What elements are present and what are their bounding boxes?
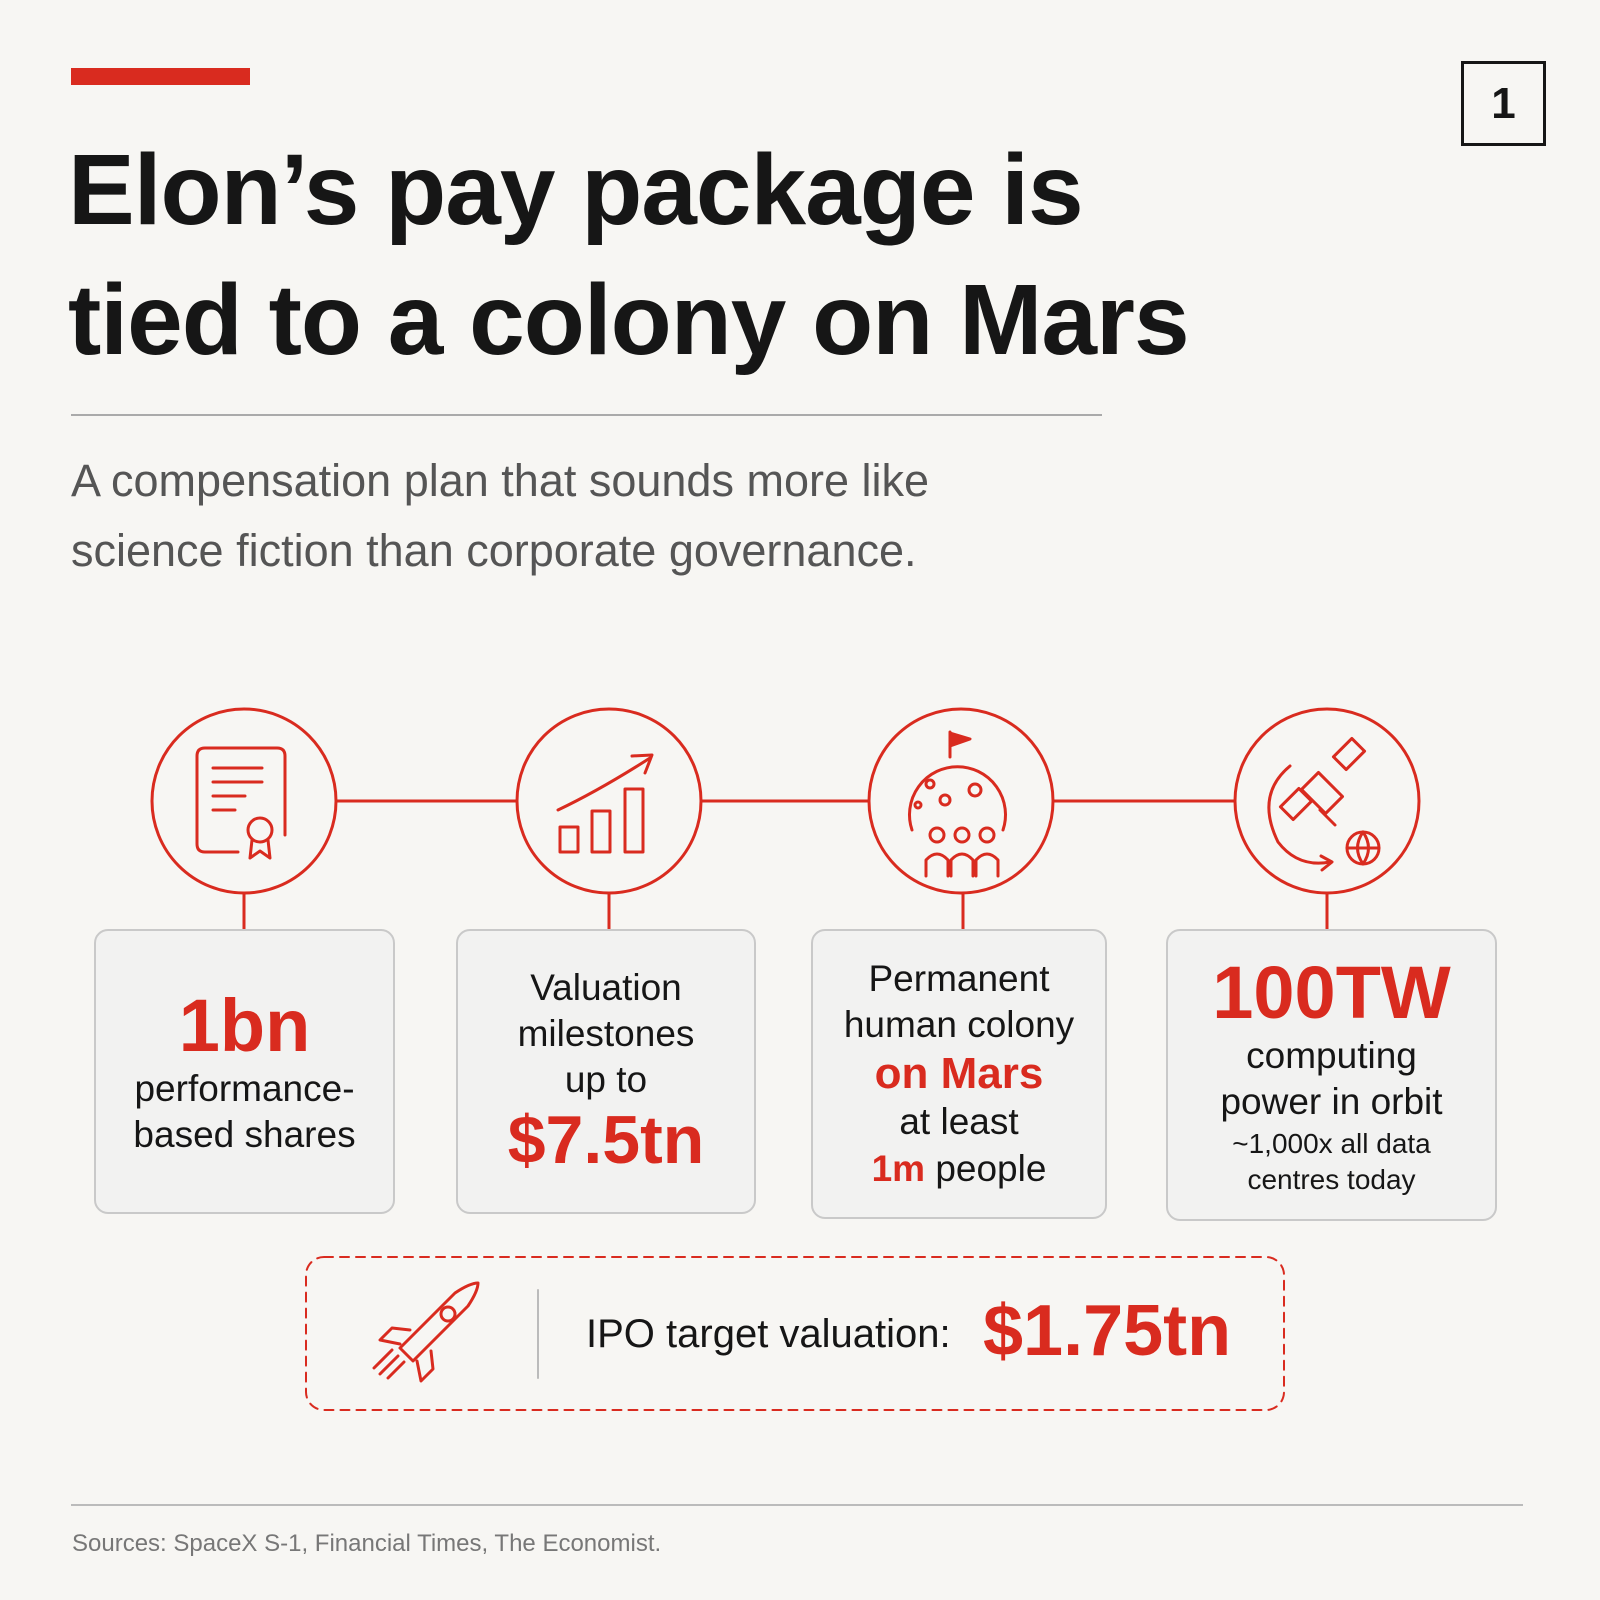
growth-icon <box>556 753 654 854</box>
colony-icon <box>908 730 1007 878</box>
satellite-icon <box>1267 736 1381 872</box>
card-line: at least <box>899 1101 1019 1143</box>
title-line: tied to a colony on Mars <box>68 264 1190 376</box>
page-number: 1 <box>1461 61 1546 146</box>
divider <box>71 414 1102 416</box>
card-highlight: 1bn <box>178 983 311 1067</box>
card-line: up to <box>564 1059 648 1101</box>
subtitle-line: science fiction than corporate governanc… <box>71 525 917 576</box>
card: 1bn performance- based shares <box>94 929 395 1214</box>
divider <box>71 1504 1523 1506</box>
card-line: based shares <box>133 1114 356 1156</box>
icon-circle <box>867 707 1055 895</box>
ipo-box <box>305 1256 1285 1411</box>
icon-circle <box>515 707 703 895</box>
ipo-label: IPO target valuation: <box>586 1312 951 1356</box>
card-line: Valuation <box>530 966 682 1008</box>
card-line: milestones <box>517 1012 695 1054</box>
card-line: Permanent <box>868 958 1050 1000</box>
card-highlight: 100TW <box>1212 950 1451 1034</box>
card: Valuation milestones up to $7.5tn <box>456 929 756 1214</box>
card-line: computing <box>1246 1035 1417 1077</box>
card-line: performance- <box>134 1067 355 1109</box>
title-line: Elon’s pay package is <box>68 134 1084 246</box>
card-highlight: on Mars <box>874 1048 1044 1098</box>
card-highlight: $7.5tn <box>507 1102 705 1179</box>
card-line: 1m people <box>872 1146 1047 1192</box>
card: 100TW computing power in orbit ~1,000x a… <box>1166 929 1497 1221</box>
card-text: people <box>935 1147 1047 1189</box>
card-note: ~1,000x all data <box>1232 1127 1431 1159</box>
rocket-icon <box>372 1281 480 1383</box>
card: Permanent human colony on Mars at least … <box>811 929 1107 1219</box>
accent-bar <box>71 68 250 85</box>
card-line: power in orbit <box>1220 1081 1443 1123</box>
card-highlight: 1m <box>871 1147 926 1189</box>
ipo-value: $1.75tn <box>983 1291 1232 1371</box>
card-line: human colony <box>843 1004 1075 1046</box>
icon-circle <box>1233 707 1421 895</box>
subtitle-line: A compensation plan that sounds more lik… <box>71 455 930 506</box>
icon-circle <box>150 707 338 895</box>
sources: Sources: SpaceX S-1, Financial Times, Th… <box>72 1530 662 1557</box>
certificate-icon <box>195 746 287 860</box>
card-note: centres today <box>1247 1163 1416 1195</box>
